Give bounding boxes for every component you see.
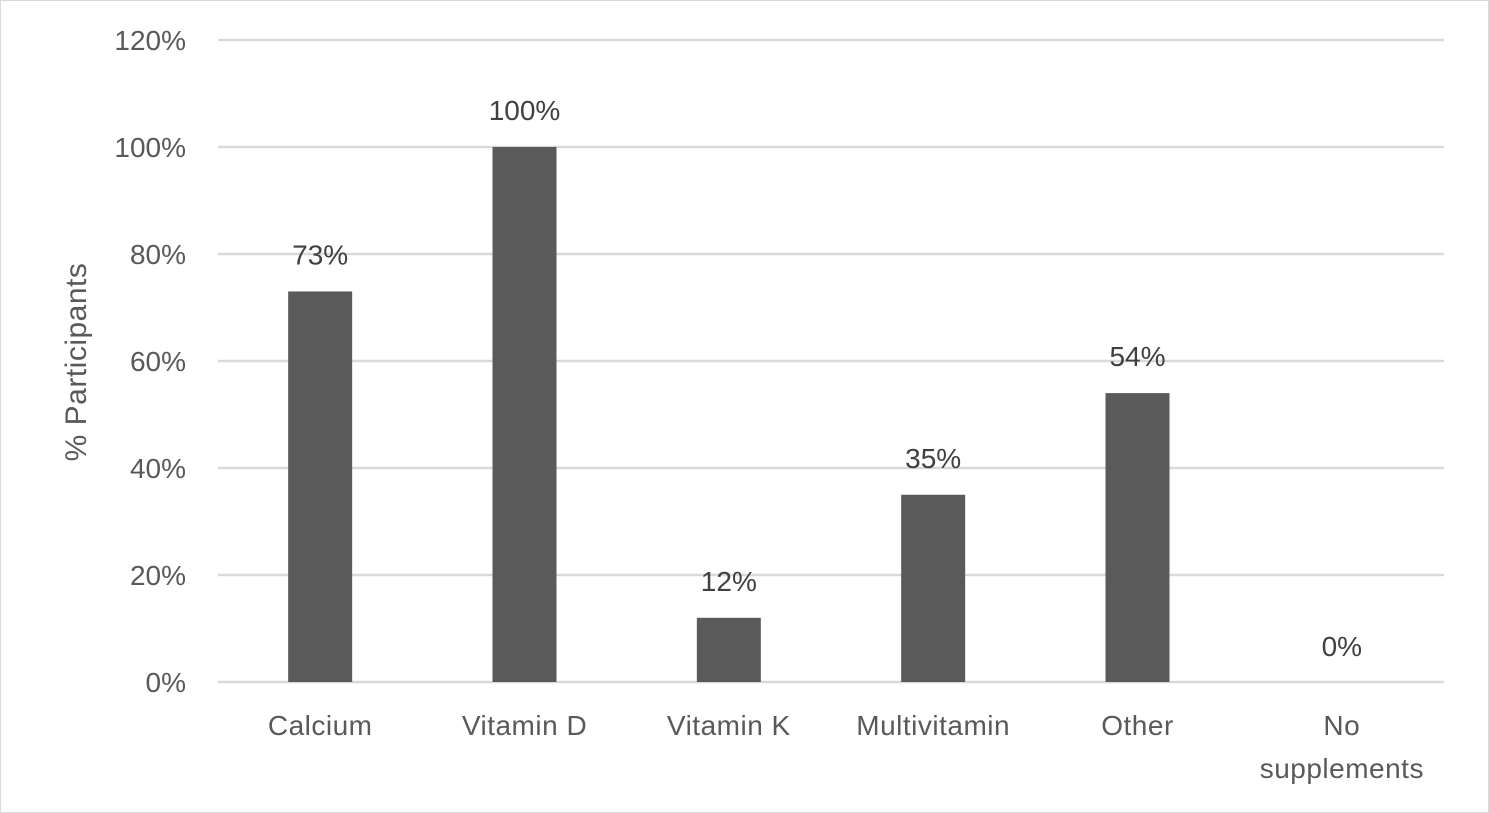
x-category-label: Vitamin D <box>462 710 587 741</box>
data-label: 54% <box>1109 341 1165 372</box>
x-category-label: Vitamin K <box>667 710 791 741</box>
bar <box>696 617 761 682</box>
bars <box>288 147 1170 682</box>
y-tick-label: 120% <box>114 25 186 56</box>
data-labels: 73% 100% 12% 35% 54% 0% <box>292 95 1362 662</box>
x-axis-categories: Calcium Vitamin D Vitamin K Multivitamin Oth… <box>268 710 1424 784</box>
x-category-label: Calcium <box>268 710 373 741</box>
y-tick-label: 80% <box>130 239 186 270</box>
bar <box>901 494 966 682</box>
y-tick-label: 100% <box>114 132 186 163</box>
x-category-label: supplements <box>1260 753 1424 784</box>
x-category-label: Other <box>1101 710 1174 741</box>
bar <box>492 147 557 682</box>
data-label: 35% <box>905 443 961 474</box>
data-label: 0% <box>1322 631 1362 662</box>
x-category-label: No <box>1323 710 1360 741</box>
y-axis-label: % Participants <box>60 263 93 462</box>
x-category-label: Multivitamin <box>856 710 1010 741</box>
bar <box>288 291 353 682</box>
y-axis-ticks: 0% 20% 40% 60% 80% 100% 120% <box>114 25 186 698</box>
data-label: 73% <box>292 239 348 270</box>
y-tick-label: 40% <box>130 453 186 484</box>
bar <box>1105 393 1170 682</box>
gridlines <box>218 38 1444 684</box>
y-tick-label: 20% <box>130 560 186 591</box>
y-tick-label: 60% <box>130 346 186 377</box>
data-label: 100% <box>489 95 561 126</box>
y-tick-label: 0% <box>146 667 186 698</box>
data-label: 12% <box>701 566 757 597</box>
